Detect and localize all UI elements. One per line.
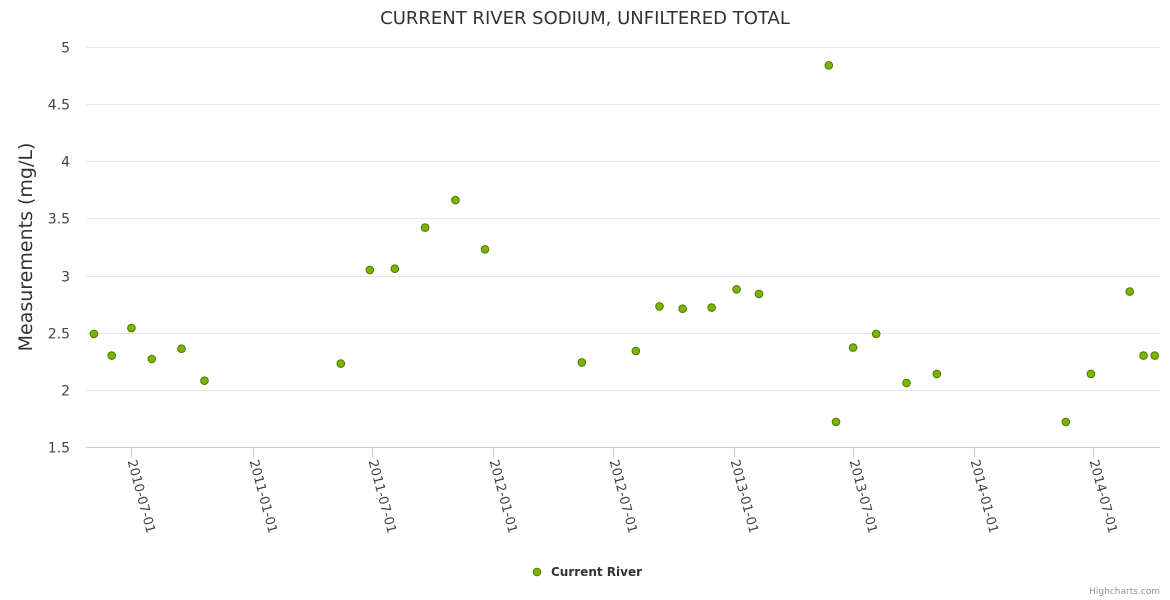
data-point[interactable] — [127, 323, 136, 333]
data-point[interactable] — [848, 343, 858, 352]
y-tick-label: 2 — [61, 384, 70, 400]
data-point[interactable] — [1139, 351, 1148, 360]
data-point[interactable] — [390, 264, 400, 274]
x-tick-label: 2014-01-01 — [967, 458, 1001, 535]
x-tick-label: 2013-01-01 — [727, 458, 761, 535]
data-point[interactable] — [577, 358, 587, 367]
data-point[interactable] — [1086, 369, 1096, 379]
grid-layer — [86, 47, 1160, 391]
data-point[interactable] — [732, 285, 741, 294]
data-point[interactable] — [1125, 287, 1134, 296]
data-point[interactable] — [480, 245, 490, 254]
data-point[interactable] — [200, 376, 209, 386]
x-tick-labels: 2010-07-01 2011-01-01 2011-07-01 2012-01-01… — [124, 447, 1120, 535]
legend-marker-icon — [532, 567, 542, 577]
credits-link[interactable]: Highcharts.com — [1089, 587, 1160, 597]
x-tick-label: 2010-07-01 — [124, 458, 158, 535]
data-point[interactable] — [107, 351, 116, 360]
legend[interactable]: Current River — [532, 565, 642, 579]
data-point[interactable] — [631, 346, 641, 356]
x-tick-label: 2013-07-01 — [846, 458, 880, 535]
y-tick-label: 4.5 — [48, 98, 70, 114]
data-point[interactable] — [824, 61, 834, 70]
data-point[interactable] — [902, 378, 911, 388]
data-points — [89, 61, 1159, 427]
data-point[interactable] — [1150, 351, 1159, 360]
data-point[interactable] — [655, 302, 664, 311]
data-point[interactable] — [707, 303, 716, 312]
data-point[interactable] — [1061, 417, 1071, 427]
data-point[interactable] — [451, 195, 460, 205]
y-tick-label: 5 — [61, 41, 70, 57]
data-point[interactable] — [89, 329, 99, 339]
y-axis-title: Measurements (mg/L) — [15, 143, 37, 352]
y-tick-labels: 1.5 2 2.5 3 3.5 4 4.5 5 — [48, 41, 70, 457]
y-tick-label: 2.5 — [48, 327, 70, 343]
data-point[interactable] — [754, 289, 764, 299]
data-point[interactable] — [420, 223, 430, 232]
x-tick-label: 2012-01-01 — [486, 458, 520, 535]
x-tick-label: 2011-07-01 — [365, 458, 399, 535]
legend-item-current-river[interactable]: Current River — [551, 565, 642, 579]
data-point[interactable] — [831, 417, 841, 427]
data-point[interactable] — [871, 329, 881, 339]
data-point[interactable] — [678, 304, 687, 314]
data-point[interactable] — [365, 265, 375, 275]
data-point[interactable] — [932, 369, 942, 379]
x-tick-label: 2012-07-01 — [606, 458, 640, 535]
x-tick-label: 2014-07-01 — [1086, 458, 1120, 535]
x-tick-label: 2011-01-01 — [246, 458, 280, 535]
y-tick-label: 1.5 — [48, 441, 70, 457]
data-point[interactable] — [336, 359, 346, 368]
chart-title: CURRENT RIVER SODIUM, UNFILTERED TOTAL — [380, 8, 790, 29]
y-tick-label: 3.5 — [48, 212, 70, 228]
y-tick-label: 4 — [61, 155, 70, 171]
data-point[interactable] — [177, 344, 186, 354]
data-point[interactable] — [147, 354, 157, 364]
y-tick-label: 3 — [61, 270, 70, 286]
